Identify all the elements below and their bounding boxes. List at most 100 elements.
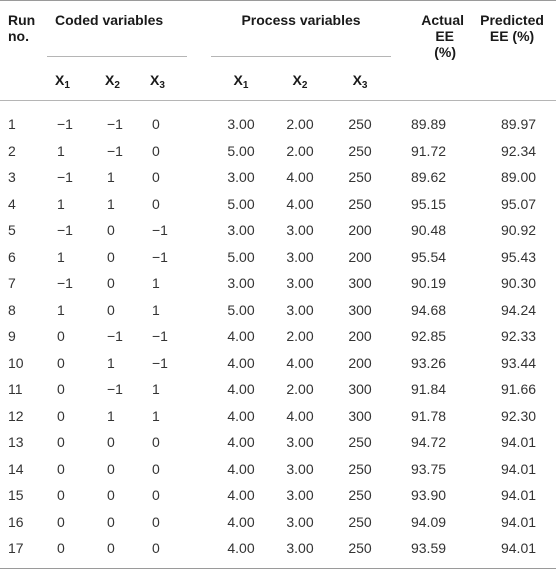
coded-x3-cell: −1 — [152, 354, 168, 371]
coded-x1-cell: −1 — [57, 169, 73, 186]
process-variables-label: Process variables — [241, 12, 361, 28]
coded-x1-cell: 1 — [57, 301, 65, 318]
actual-ee-cell: 93.90 — [410, 487, 447, 504]
actual-header-line1: Actual — [421, 12, 465, 28]
coded-x1-cell: 0 — [57, 487, 65, 504]
actual-ee-header: Actual EE (%) — [391, 1, 468, 101]
x-letter: X — [233, 71, 243, 88]
run-no-cell: 10 — [8, 354, 24, 371]
process-x3-cell: 300 — [348, 407, 372, 424]
run-no-cell: 6 — [8, 248, 16, 265]
coded-variables-header: Coded variables — [47, 0, 187, 57]
process-x3-header: X3 — [329, 57, 391, 101]
gap-cell — [187, 217, 211, 244]
coded-x1-cell: 1 — [57, 142, 65, 159]
run-no-cell: 11 — [8, 381, 23, 398]
process-x3-cell: 200 — [348, 328, 372, 345]
process-x1-cell: 3.00 — [227, 169, 255, 186]
coded-x1-cell: 0 — [57, 407, 65, 424]
process-x3-cell: 200 — [348, 248, 372, 265]
process-x2-cell: 3.00 — [286, 434, 314, 451]
coded-x3-cell: 0 — [152, 169, 160, 186]
coded-x1-cell: −1 — [57, 116, 73, 133]
predicted-header-line2: EE (%) — [489, 28, 535, 44]
gap-cell — [187, 244, 211, 271]
header-gap — [187, 57, 211, 101]
table-row: 2 1 −1 0 5.00 2.00 250 91.72 92.34 — [0, 138, 556, 165]
gap-cell — [187, 535, 211, 569]
table-row: 15 0 0 0 4.00 3.00 250 93.90 94.01 — [0, 482, 556, 509]
actual-ee-cell: 91.78 — [410, 407, 447, 424]
process-x2-cell: 4.00 — [286, 407, 314, 424]
table-body: 1 −1 −1 0 3.00 2.00 250 89.89 89.97 2 1 −1 0 5.00 2.00… — [0, 101, 556, 569]
coded-x1-header: X1 — [47, 57, 97, 101]
process-x1-cell: 5.00 — [227, 195, 255, 212]
coded-x1-cell: 0 — [57, 513, 65, 530]
process-x1-cell: 3.00 — [227, 275, 255, 292]
process-x3-cell: 200 — [348, 354, 372, 371]
subscript-1: 1 — [64, 79, 70, 91]
actual-ee-cell: 89.89 — [410, 116, 447, 133]
coded-x3-cell: 0 — [152, 460, 160, 477]
run-no-cell: 7 — [8, 275, 16, 292]
process-x1-cell: 4.00 — [227, 487, 255, 504]
process-x1-cell: 3.00 — [227, 116, 255, 133]
gap-cell — [187, 270, 211, 297]
predicted-ee-cell: 94.01 — [500, 487, 537, 504]
coded-x1-cell: 0 — [57, 460, 65, 477]
header-row-variables: X1 X2 X3 X1 X2 X3 — [0, 57, 556, 101]
process-x2-cell: 2.00 — [286, 328, 314, 345]
coded-x2-cell: −1 — [107, 328, 123, 345]
gap-cell — [187, 429, 211, 456]
process-x2-cell: 4.00 — [286, 169, 314, 186]
run-no-cell: 13 — [8, 434, 24, 451]
coded-x2-cell: 0 — [107, 222, 115, 239]
process-x2-cell: 4.00 — [286, 354, 314, 371]
process-x3-cell: 300 — [348, 275, 372, 292]
table-row: 12 0 1 1 4.00 4.00 300 91.78 92.30 — [0, 403, 556, 430]
table-row: 1 −1 −1 0 3.00 2.00 250 89.89 89.97 — [0, 101, 556, 138]
process-x1-cell: 3.00 — [227, 222, 255, 239]
run-header-line1: Run — [8, 12, 36, 28]
coded-x2-cell: 1 — [107, 354, 115, 371]
process-x1-cell: 4.00 — [227, 434, 255, 451]
run-no-cell: 17 — [0, 535, 47, 569]
gap-cell — [187, 350, 211, 377]
table-row: 3 −1 1 0 3.00 4.00 250 89.62 89.00 — [0, 164, 556, 191]
coded-x1-cell: 1 — [57, 248, 65, 265]
process-x3-cell: 250 — [348, 195, 372, 212]
coded-x3-cell: 0 — [152, 513, 160, 530]
coded-x1-cell: −1 — [57, 222, 73, 239]
process-x1-header: X1 — [211, 57, 271, 101]
process-x3-cell: 300 — [348, 381, 372, 398]
x-letter: X — [55, 71, 65, 88]
subscript-3: 3 — [159, 79, 165, 91]
process-x3-cell: 250 — [348, 460, 372, 477]
process-x2-cell: 4.00 — [286, 195, 314, 212]
run-no-cell: 14 — [8, 460, 24, 477]
table-row: 11 0 −1 1 4.00 2.00 300 91.84 91.66 — [0, 376, 556, 403]
coded-x2-cell: 1 — [107, 195, 115, 212]
actual-ee-cell: 91.84 — [410, 381, 447, 398]
coded-x2-header: X2 — [97, 57, 142, 101]
process-x1-cell: 5.00 — [227, 248, 255, 265]
table-row: 8 1 0 1 5.00 3.00 300 94.68 94.24 — [0, 297, 556, 324]
process-x2-cell: 2.00 — [286, 116, 314, 133]
x-letter: X — [150, 71, 160, 88]
run-no-cell: 1 — [8, 116, 16, 133]
coded-x2-cell: 0 — [107, 460, 115, 477]
process-x2-cell: 3.00 — [286, 275, 314, 292]
process-x1-cell: 4.00 — [227, 381, 255, 398]
coded-x3-cell: 1 — [152, 301, 160, 318]
predicted-ee-cell: 93.44 — [500, 354, 537, 371]
process-x1-cell: 4.00 — [227, 513, 255, 530]
process-x2-cell: 3.00 — [286, 248, 314, 265]
predicted-ee-cell: 90.92 — [500, 222, 537, 239]
run-no-cell: 2 — [8, 142, 16, 159]
actual-ee-cell: 90.48 — [410, 222, 447, 239]
table-row: 4 1 1 0 5.00 4.00 250 95.15 95.07 — [0, 191, 556, 218]
coded-x3-cell: 0 — [142, 535, 187, 569]
coded-x2-cell: 0 — [97, 535, 142, 569]
process-x2-cell: 2.00 — [286, 142, 314, 159]
